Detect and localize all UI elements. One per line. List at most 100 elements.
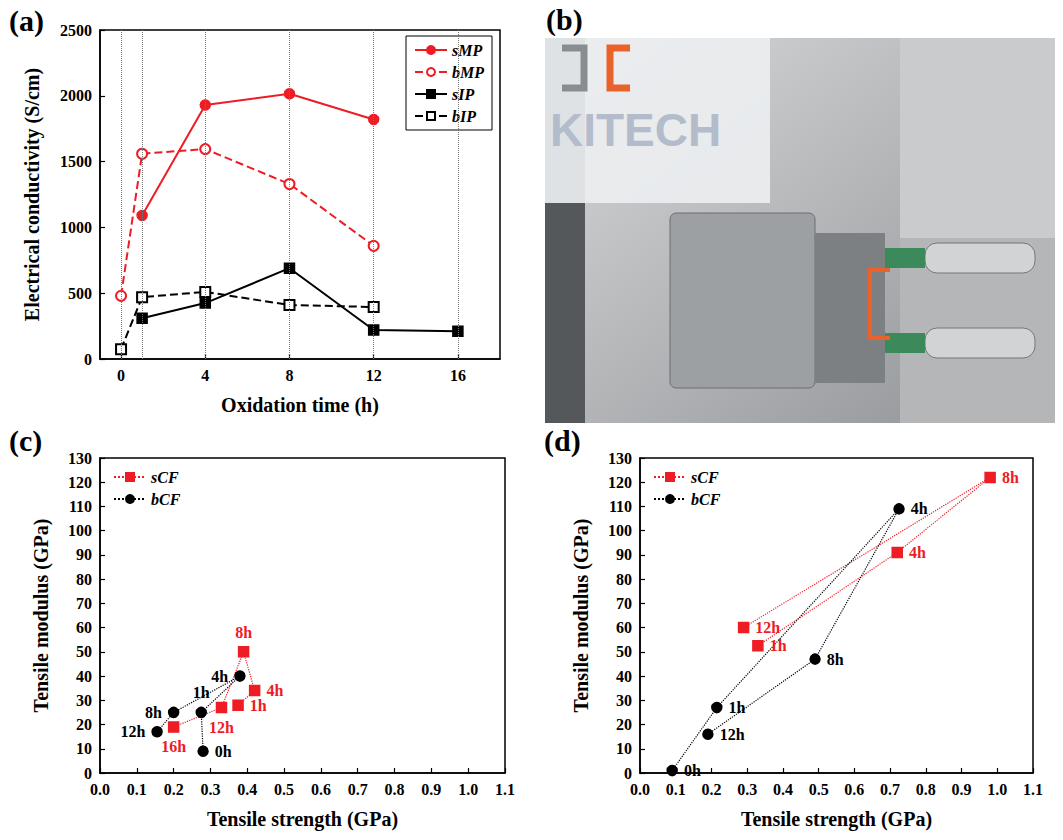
svg-text:0.9: 0.9 <box>421 781 441 798</box>
svg-text:12: 12 <box>366 367 382 384</box>
svg-text:0: 0 <box>84 351 92 368</box>
svg-text:1500: 1500 <box>60 153 92 170</box>
svg-text:(b): (b) <box>546 3 583 37</box>
svg-text:0: 0 <box>84 765 92 782</box>
svg-text:1.0: 1.0 <box>987 781 1007 798</box>
svg-text:70: 70 <box>616 595 632 612</box>
svg-text:0.1: 0.1 <box>666 781 686 798</box>
svg-text:120: 120 <box>68 474 92 491</box>
svg-text:sCF: sCF <box>150 469 179 486</box>
svg-text:sMP: sMP <box>451 42 482 59</box>
svg-text:0.1: 0.1 <box>127 781 147 798</box>
svg-text:Tensile strength (GPa): Tensile strength (GPa) <box>207 808 398 831</box>
svg-text:0.5: 0.5 <box>274 781 294 798</box>
svg-text:(a): (a) <box>9 4 44 38</box>
svg-text:0.2: 0.2 <box>701 781 721 798</box>
svg-text:1.1: 1.1 <box>1023 781 1043 798</box>
svg-text:110: 110 <box>609 498 632 515</box>
svg-text:40: 40 <box>616 668 632 685</box>
svg-text:80: 80 <box>76 571 92 588</box>
svg-text:0.5: 0.5 <box>809 781 829 798</box>
svg-text:1h: 1h <box>729 699 746 716</box>
svg-text:Oxidation time (h): Oxidation time (h) <box>221 394 379 417</box>
svg-text:1000: 1000 <box>60 219 92 236</box>
svg-text:90: 90 <box>616 546 632 563</box>
svg-text:100: 100 <box>68 522 92 539</box>
svg-text:1h: 1h <box>193 684 210 701</box>
svg-text:0.7: 0.7 <box>880 781 900 798</box>
svg-text:4: 4 <box>201 367 209 384</box>
svg-text:16h: 16h <box>161 738 186 755</box>
svg-text:0.3: 0.3 <box>200 781 220 798</box>
svg-text:8h: 8h <box>827 651 844 668</box>
svg-text:bCF: bCF <box>151 491 181 508</box>
svg-text:Electrical conductivity (S/cm): Electrical conductivity (S/cm) <box>21 68 44 321</box>
svg-text:0.8: 0.8 <box>916 781 936 798</box>
svg-text:0.6: 0.6 <box>311 781 331 798</box>
svg-text:1h: 1h <box>770 637 787 654</box>
svg-text:Tensile modulus (GPa): Tensile modulus (GPa) <box>30 519 53 713</box>
svg-text:0.7: 0.7 <box>348 781 368 798</box>
svg-text:0.9: 0.9 <box>952 781 972 798</box>
svg-text:2500: 2500 <box>60 22 92 39</box>
svg-text:50: 50 <box>76 643 92 660</box>
svg-text:1h: 1h <box>250 697 267 714</box>
svg-text:500: 500 <box>68 285 92 302</box>
svg-text:0.8: 0.8 <box>385 781 405 798</box>
svg-text:Tensile strength (GPa): Tensile strength (GPa) <box>741 808 932 831</box>
svg-text:bCF: bCF <box>691 491 721 508</box>
svg-text:20: 20 <box>616 716 632 733</box>
svg-text:130: 130 <box>608 450 632 467</box>
svg-text:110: 110 <box>69 498 92 515</box>
svg-text:8h: 8h <box>145 704 162 721</box>
svg-text:10: 10 <box>616 740 632 757</box>
svg-text:10: 10 <box>76 740 92 757</box>
svg-text:12h: 12h <box>209 719 234 736</box>
svg-text:0.4: 0.4 <box>773 781 793 798</box>
svg-text:4h: 4h <box>211 668 228 685</box>
svg-text:40: 40 <box>76 668 92 685</box>
svg-text:0h: 0h <box>215 743 232 760</box>
svg-text:16: 16 <box>450 367 466 384</box>
svg-text:0.0: 0.0 <box>90 781 110 798</box>
svg-text:8: 8 <box>285 367 293 384</box>
svg-text:sCF: sCF <box>690 469 719 486</box>
svg-text:4h: 4h <box>911 500 928 517</box>
svg-text:50: 50 <box>616 643 632 660</box>
svg-text:0.6: 0.6 <box>844 781 864 798</box>
svg-text:0.0: 0.0 <box>630 781 650 798</box>
svg-text:(d): (d) <box>544 424 581 458</box>
svg-text:0h: 0h <box>684 762 701 779</box>
svg-text:70: 70 <box>76 595 92 612</box>
svg-text:0: 0 <box>624 765 632 782</box>
svg-text:2000: 2000 <box>60 87 92 104</box>
svg-text:4h: 4h <box>909 544 926 561</box>
svg-text:8h: 8h <box>235 624 252 641</box>
svg-text:bMP: bMP <box>452 64 484 81</box>
svg-text:1.1: 1.1 <box>495 781 515 798</box>
svg-text:bIP: bIP <box>452 108 476 125</box>
svg-text:60: 60 <box>616 619 632 636</box>
svg-text:60: 60 <box>76 619 92 636</box>
svg-text:4h: 4h <box>266 682 283 699</box>
svg-text:0.3: 0.3 <box>737 781 757 798</box>
svg-text:sIP: sIP <box>451 86 474 103</box>
svg-text:0.2: 0.2 <box>164 781 184 798</box>
svg-text:90: 90 <box>76 546 92 563</box>
svg-text:100: 100 <box>608 522 632 539</box>
svg-text:KITECH: KITECH <box>550 104 721 156</box>
svg-text:130: 130 <box>68 450 92 467</box>
svg-text:20: 20 <box>76 716 92 733</box>
svg-text:Tensile modulus (GPa): Tensile modulus (GPa) <box>570 519 593 713</box>
svg-text:1.0: 1.0 <box>458 781 478 798</box>
svg-text:80: 80 <box>616 571 632 588</box>
svg-text:(c): (c) <box>9 424 42 458</box>
svg-text:30: 30 <box>76 692 92 709</box>
svg-text:30: 30 <box>616 692 632 709</box>
svg-text:0.4: 0.4 <box>237 781 257 798</box>
svg-text:0: 0 <box>117 367 125 384</box>
svg-text:12h: 12h <box>120 723 145 740</box>
svg-text:8h: 8h <box>1002 469 1019 486</box>
svg-text:12h: 12h <box>720 726 745 743</box>
svg-text:120: 120 <box>608 474 632 491</box>
